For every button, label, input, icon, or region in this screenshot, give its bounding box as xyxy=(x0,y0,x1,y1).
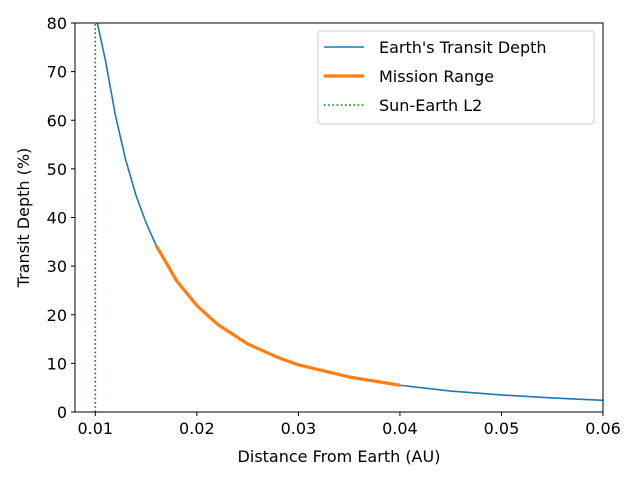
x-tick-label: 0.02 xyxy=(179,419,215,438)
legend: Earth's Transit Depth Mission Range Sun-Ea… xyxy=(317,30,595,125)
legend-entry-label: Earth's Transit Depth xyxy=(379,38,547,57)
y-tick-label: 20 xyxy=(47,306,67,325)
x-tick-label: 0.06 xyxy=(585,419,621,438)
x-axis-label: Distance From Earth (AU) xyxy=(238,447,441,466)
legend-entry-label: Mission Range xyxy=(379,67,494,86)
y-tick-label: 70 xyxy=(47,63,67,82)
y-tick-label: 50 xyxy=(47,160,67,179)
y-tick-label: 80 xyxy=(47,14,67,33)
legend-box xyxy=(317,30,595,125)
y-tick-label: 10 xyxy=(47,354,67,373)
series-line-1 xyxy=(154,244,401,387)
y-tick-label: 0 xyxy=(57,403,67,422)
plot-area xyxy=(94,23,603,412)
y-tick-label: 30 xyxy=(47,257,67,276)
y-tick-label: 40 xyxy=(47,209,67,228)
x-tick-label: 0.03 xyxy=(281,419,317,438)
axes-frame xyxy=(74,22,604,413)
x-axis-ticks: 0.01 0.02 0.03 0.04 0.05 0.06 xyxy=(77,412,621,438)
x-tick-label: 0.04 xyxy=(382,419,418,438)
x-tick-label: 0.05 xyxy=(484,419,520,438)
legend-entry-label: Sun-Earth L2 xyxy=(379,96,482,115)
x-tick-label: 0.01 xyxy=(77,419,113,438)
y-axis-label: Transit Depth (%) xyxy=(14,148,33,289)
y-tick-label: 60 xyxy=(47,111,67,130)
y-axis-ticks: 0 10 20 30 40 50 60 70 80 xyxy=(47,14,75,422)
